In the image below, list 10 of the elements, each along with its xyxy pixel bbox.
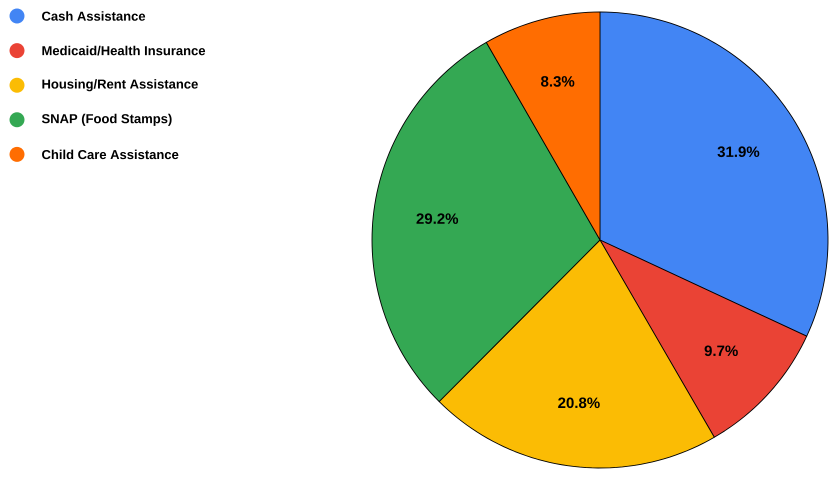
legend-label: Child Care Assistance bbox=[42, 150, 178, 160]
data-label: 8.3% bbox=[541, 76, 574, 87]
legend-label: Medicaid/Health Insurance bbox=[42, 46, 206, 56]
legend-label: SNAP (Food Stamps) bbox=[42, 114, 172, 126]
data-label: 29.2% bbox=[416, 213, 458, 224]
data-label: 31.9% bbox=[718, 146, 760, 158]
legend-label: Housing/Rent Assistance bbox=[42, 79, 198, 92]
data-label: 20.8% bbox=[558, 397, 600, 408]
legend-label: Cash Assistance bbox=[42, 11, 146, 21]
data-label: 9.7% bbox=[704, 345, 738, 356]
